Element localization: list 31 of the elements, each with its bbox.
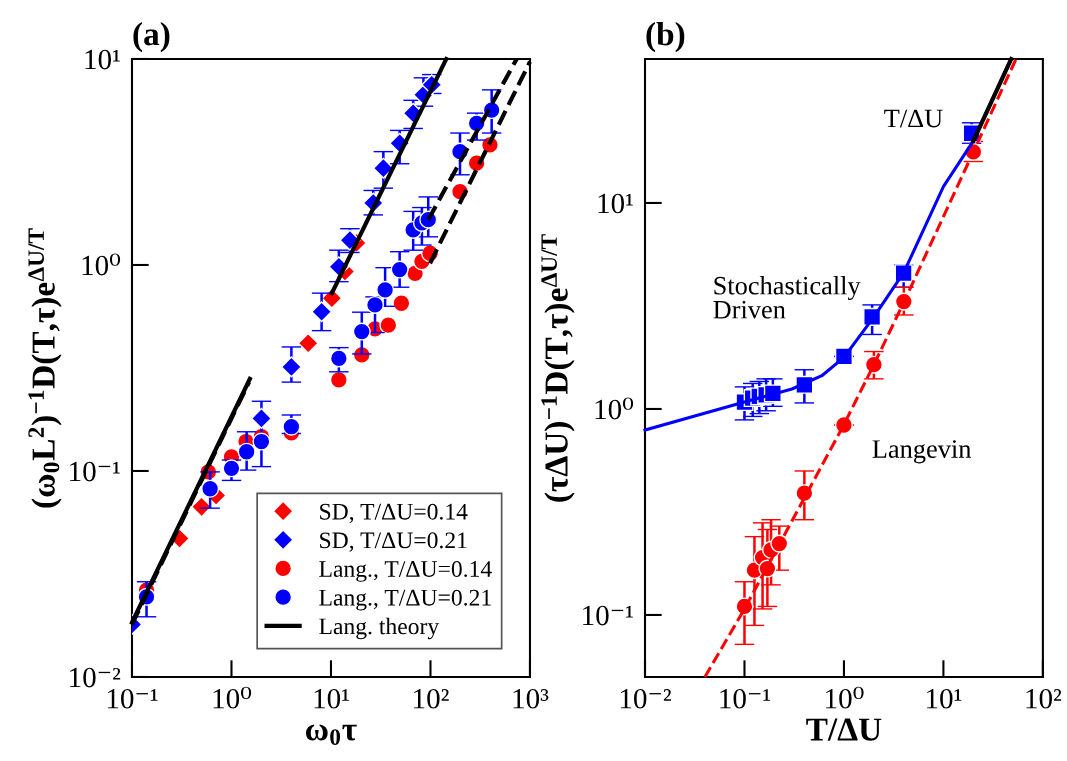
legend-label: SD, T/ΔU=0.14 bbox=[320, 503, 468, 524]
x-tick-label: 10³ bbox=[513, 688, 549, 709]
x-tick-label: 10⁰ bbox=[826, 686, 864, 709]
x-tick-label: 10² bbox=[1026, 688, 1062, 709]
y-tick-label: 10⁻¹ bbox=[583, 605, 633, 626]
legend-label: Lang. theory bbox=[319, 617, 440, 640]
y-axis-title: (τΔU)$^{−1}$D(T,τ)e$^{ΔU/T}$ bbox=[541, 234, 575, 502]
y-tick-label: 10⁻¹ bbox=[70, 461, 120, 482]
chart-title: (a) bbox=[133, 21, 170, 53]
y-tick-label: 10¹ bbox=[85, 49, 120, 70]
y-tick-label: 10¹ bbox=[598, 193, 633, 214]
x-tick-label: 10⁻¹ bbox=[107, 688, 158, 709]
annotation: T/ΔU bbox=[884, 109, 943, 128]
y-tick-label: 10⁰ bbox=[82, 253, 121, 276]
legend-label: Lang., T/ΔU=0.14 bbox=[319, 561, 492, 582]
x-tick-label: 10⁻² bbox=[620, 688, 671, 709]
x-axis-title: T/ΔU bbox=[806, 718, 882, 741]
x-tick-label: 10⁰ bbox=[213, 686, 252, 709]
x-tick-label: 10¹ bbox=[314, 688, 349, 709]
legend-label: Lang., T/ΔU=0.21 bbox=[319, 589, 491, 611]
x-tick-label: 10⁻¹ bbox=[720, 688, 771, 709]
annotation: Stochastically Driven bbox=[713, 276, 861, 319]
x-axis-title: ω$_{0}$τ bbox=[306, 724, 357, 745]
x-tick-label: 10² bbox=[414, 688, 449, 709]
y-axis-title: (ω$_{0}$L$^{2}$)$^{−1}$D(T,τ)e$^{ΔU/T}$ bbox=[28, 228, 62, 508]
y-tick-label: 10⁰ bbox=[595, 397, 634, 420]
x-tick-label: 10¹ bbox=[927, 688, 962, 709]
legend-label: SD, T/ΔU=0.21 bbox=[320, 532, 467, 552]
chart-title: (b) bbox=[646, 21, 685, 53]
y-tick-label: 10⁻² bbox=[70, 667, 121, 688]
annotation: Langevin bbox=[872, 440, 972, 464]
